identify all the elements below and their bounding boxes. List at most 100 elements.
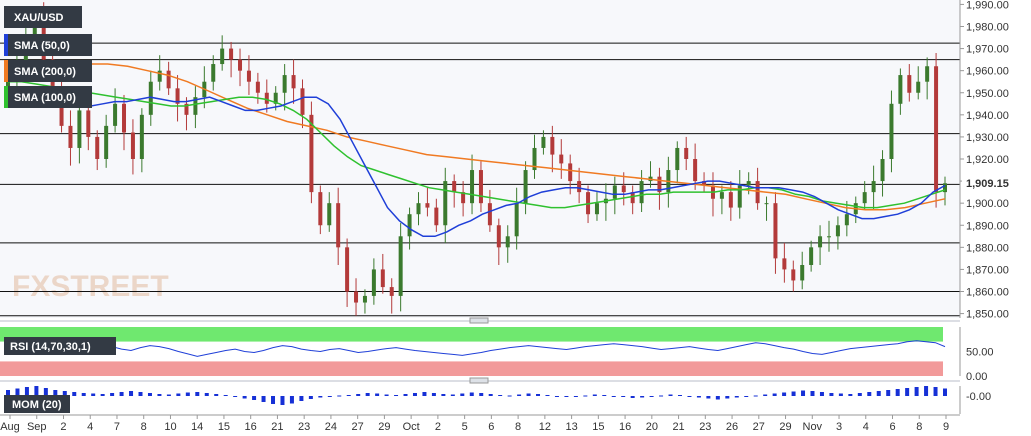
- time-tick-label: 20: [646, 421, 658, 433]
- candle-body: [184, 103, 189, 115]
- indicator-color: [4, 86, 8, 108]
- momentum-bar: [185, 392, 190, 396]
- time-axis: Aug Sep 2 4 7 8 10 14 15 16 21 23 24 27 29 Oct 2 5 6 8 12 13 1…: [0, 414, 960, 433]
- momentum-bar: [337, 395, 342, 397]
- rsi-line: [7, 340, 946, 357]
- time-tick-label: 6: [889, 421, 895, 433]
- sma200-line: [7, 63, 946, 211]
- momentum-bar: [81, 393, 86, 396]
- momentum-bar: [573, 396, 578, 397]
- candle-body: [434, 207, 439, 226]
- candle-body: [657, 176, 662, 193]
- candle-body: [452, 181, 457, 193]
- momentum-bar: [706, 396, 711, 399]
- candle-body: [889, 103, 894, 159]
- symbol-label: XAU/USD: [14, 12, 64, 24]
- candle-body: [6, 81, 10, 87]
- momentum-bar: [308, 396, 313, 399]
- candle-body: [291, 75, 296, 89]
- candle-body: [77, 110, 82, 148]
- candle-body: [737, 185, 742, 208]
- momentum-bar: [725, 396, 730, 399]
- splitter-handle[interactable]: [469, 317, 489, 324]
- momentum-bar: [166, 394, 171, 396]
- momentum-bar: [517, 394, 522, 396]
- momentum-bar: [857, 393, 862, 396]
- candle-body: [791, 269, 796, 281]
- candle-body: [416, 203, 421, 215]
- candle-body: [407, 214, 412, 237]
- time-tick-label: Aug: [0, 421, 20, 433]
- momentum-bar: [204, 393, 209, 396]
- momentum-bar: [677, 395, 682, 396]
- price-tick-label: 1,860.00: [966, 287, 1009, 299]
- momentum-bar: [327, 396, 332, 397]
- sma50-line: [7, 87, 946, 238]
- time-tick-label: Sep: [27, 421, 47, 433]
- symbol-box: [4, 6, 82, 28]
- momentum-bar: [129, 391, 134, 396]
- momentum-bar: [621, 396, 626, 397]
- candle-body: [336, 203, 341, 248]
- momentum-bar: [924, 386, 929, 396]
- price-tick-label: 1,930.00: [966, 132, 1009, 144]
- candle-body: [211, 64, 216, 82]
- candle-body: [907, 75, 912, 93]
- momentum-bar: [223, 395, 228, 396]
- candle-body: [264, 92, 269, 104]
- candle-body: [532, 147, 537, 171]
- price-tick-label: 1,870.00: [966, 264, 1009, 276]
- splitter-handle[interactable]: [469, 377, 489, 384]
- time-tick-label: 15: [218, 421, 230, 433]
- candle-body: [541, 136, 546, 148]
- candle-body: [702, 181, 707, 186]
- candle-body: [461, 192, 466, 204]
- rsi-neutral-zone: [0, 341, 943, 362]
- candle-body: [371, 269, 376, 296]
- panel-splitter[interactable]: [0, 317, 960, 324]
- time-tick-label: 4: [863, 421, 869, 433]
- rsi-tick-label: 0.00: [966, 371, 987, 383]
- candle-body: [925, 66, 930, 82]
- momentum-bar: [479, 393, 484, 396]
- candle-body: [300, 88, 305, 115]
- candle-body: [943, 183, 947, 193]
- candle-body: [443, 181, 448, 226]
- candle-body: [862, 192, 867, 204]
- candle-body: [594, 203, 599, 215]
- candle-body: [389, 287, 394, 296]
- candle-body: [95, 136, 100, 159]
- momentum-bar: [744, 396, 749, 397]
- momentum-bar: [138, 392, 143, 396]
- candle-body: [139, 114, 144, 159]
- candle-body: [826, 236, 831, 238]
- momentum-bar: [886, 390, 891, 396]
- candle-body: [220, 48, 225, 65]
- momentum-bar: [715, 396, 720, 400]
- candle-body: [630, 192, 635, 204]
- momentum-bar: [498, 395, 503, 396]
- momentum-bar: [110, 393, 115, 396]
- price-tick-label: 1,960.00: [966, 66, 1009, 78]
- indicator-label: SMA (200,0): [14, 66, 76, 78]
- time-tick-label: 12: [539, 421, 551, 433]
- time-tick-label: 8: [141, 421, 147, 433]
- momentum-bar: [431, 393, 436, 396]
- candle-body: [809, 247, 814, 265]
- candle-body: [193, 97, 198, 115]
- momentum-bar: [469, 392, 474, 396]
- candle-body: [148, 81, 153, 115]
- time-tick-label: 29: [378, 421, 390, 433]
- momentum-bar: [346, 395, 351, 396]
- time-tick-label: 15: [592, 421, 604, 433]
- panel-splitter[interactable]: [0, 377, 960, 384]
- price-tick-label: 1,970.00: [966, 44, 1009, 56]
- momentum-bar: [62, 391, 67, 396]
- momentum-bar: [659, 395, 664, 397]
- momentum-bar: [450, 394, 455, 396]
- candle-body: [487, 203, 492, 226]
- momentum-bar: [545, 395, 550, 396]
- indicator-box: [4, 60, 92, 82]
- momentum-bar: [943, 388, 947, 396]
